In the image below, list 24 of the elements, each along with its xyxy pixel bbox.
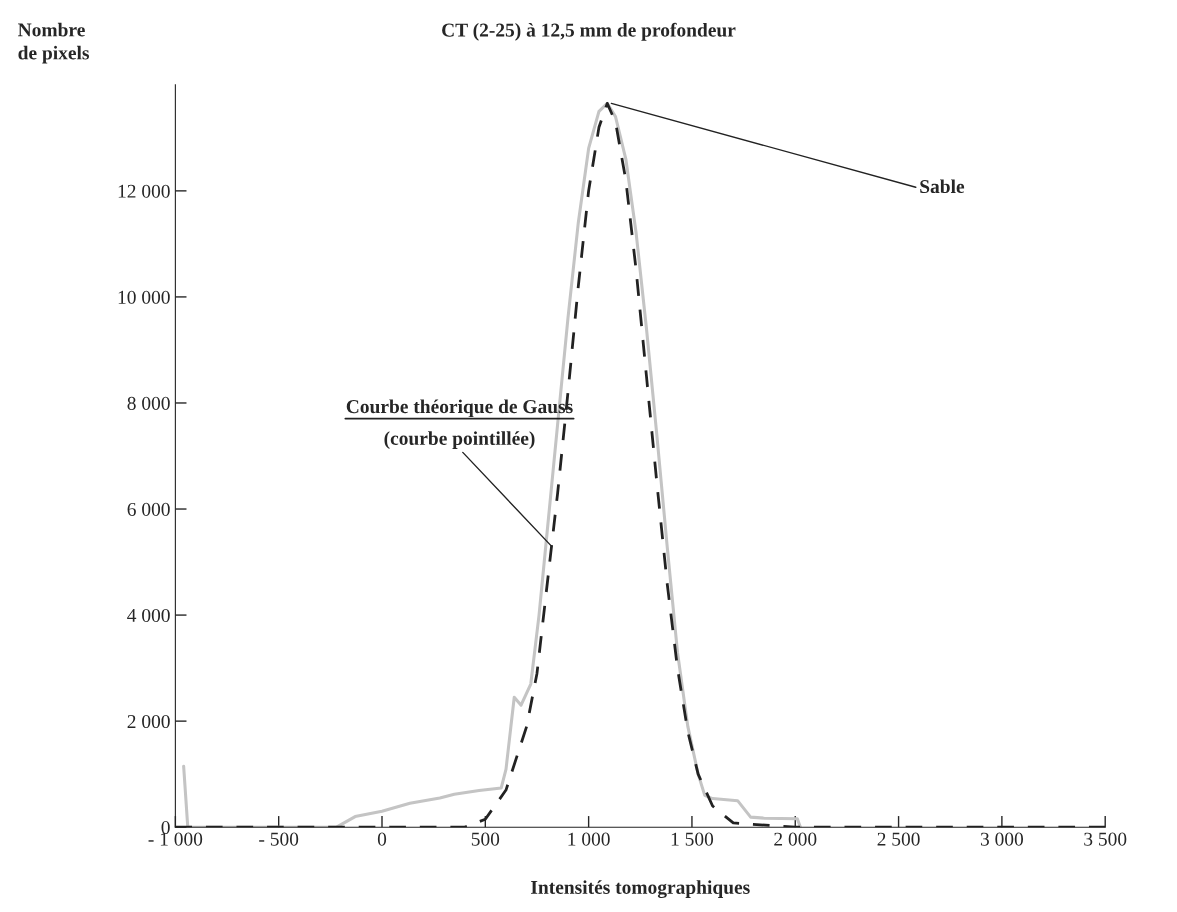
x-tick-label: 500 <box>471 832 500 846</box>
chart-title: CT (2-25) à 12,5 mm de profondeur <box>442 22 736 41</box>
x-axis-title: Intensités tomographiques <box>531 880 750 899</box>
x-tick-label: 0 <box>377 832 387 846</box>
x-tick-label: 2 500 <box>877 832 920 846</box>
x-tick-label: 3 000 <box>980 832 1024 846</box>
y-axis-title: Nombre de pixels <box>18 22 90 64</box>
y-tick-label: 6 000 <box>127 502 170 516</box>
y-tick-label: 8 000 <box>127 396 170 410</box>
annotation: Sable <box>920 179 965 194</box>
x-tick-label: 3 500 <box>1084 832 1127 846</box>
line-series <box>182 101 802 828</box>
x-tick-label: 2 000 <box>774 832 817 846</box>
y-tick-label: 0 <box>161 821 170 835</box>
y-tick-label: 2 000 <box>127 714 170 729</box>
x-tick-label: 1 500 <box>671 832 714 846</box>
x-tick-label: - 500 <box>259 832 299 846</box>
annotation: (courbe pointillée) <box>384 431 535 449</box>
x-tick-label: 1 000 <box>568 832 610 846</box>
y-tick-label: 12 000 <box>118 184 170 198</box>
annotation: Courbe théorique de Gauss <box>346 399 573 418</box>
y-tick-label: 10 000 <box>118 290 170 304</box>
x-tick-label: - 1 000 <box>148 832 203 846</box>
y-tick-label: 4 000 <box>127 608 170 623</box>
